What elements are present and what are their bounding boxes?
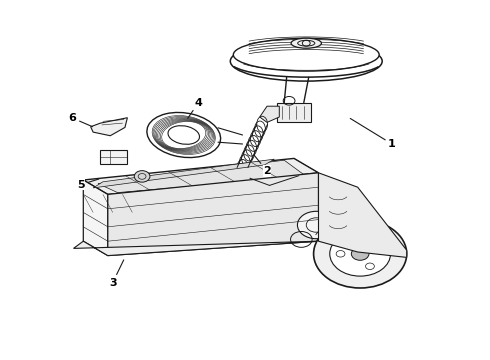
Circle shape [330,231,391,276]
Circle shape [351,247,369,260]
Polygon shape [260,106,279,122]
Polygon shape [91,118,127,136]
Polygon shape [74,241,318,256]
Text: 1: 1 [350,118,396,149]
Polygon shape [100,150,127,164]
Polygon shape [93,159,274,188]
Text: 6: 6 [69,113,93,127]
Text: 2: 2 [254,155,271,176]
Polygon shape [318,173,407,257]
Text: 5: 5 [77,179,99,190]
Circle shape [314,220,407,288]
Polygon shape [108,173,318,256]
Polygon shape [277,103,311,122]
Polygon shape [98,160,306,193]
Text: 4: 4 [188,98,202,118]
Ellipse shape [168,126,199,144]
Text: 3: 3 [109,260,124,288]
Ellipse shape [233,39,379,71]
Circle shape [134,171,150,182]
Polygon shape [83,180,108,256]
Circle shape [297,211,335,239]
Polygon shape [83,158,318,194]
Ellipse shape [291,38,321,48]
